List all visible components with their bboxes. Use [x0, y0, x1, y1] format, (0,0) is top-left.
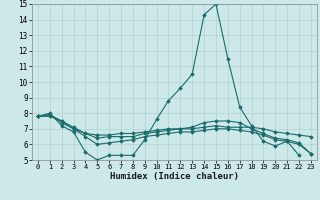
- X-axis label: Humidex (Indice chaleur): Humidex (Indice chaleur): [110, 172, 239, 181]
